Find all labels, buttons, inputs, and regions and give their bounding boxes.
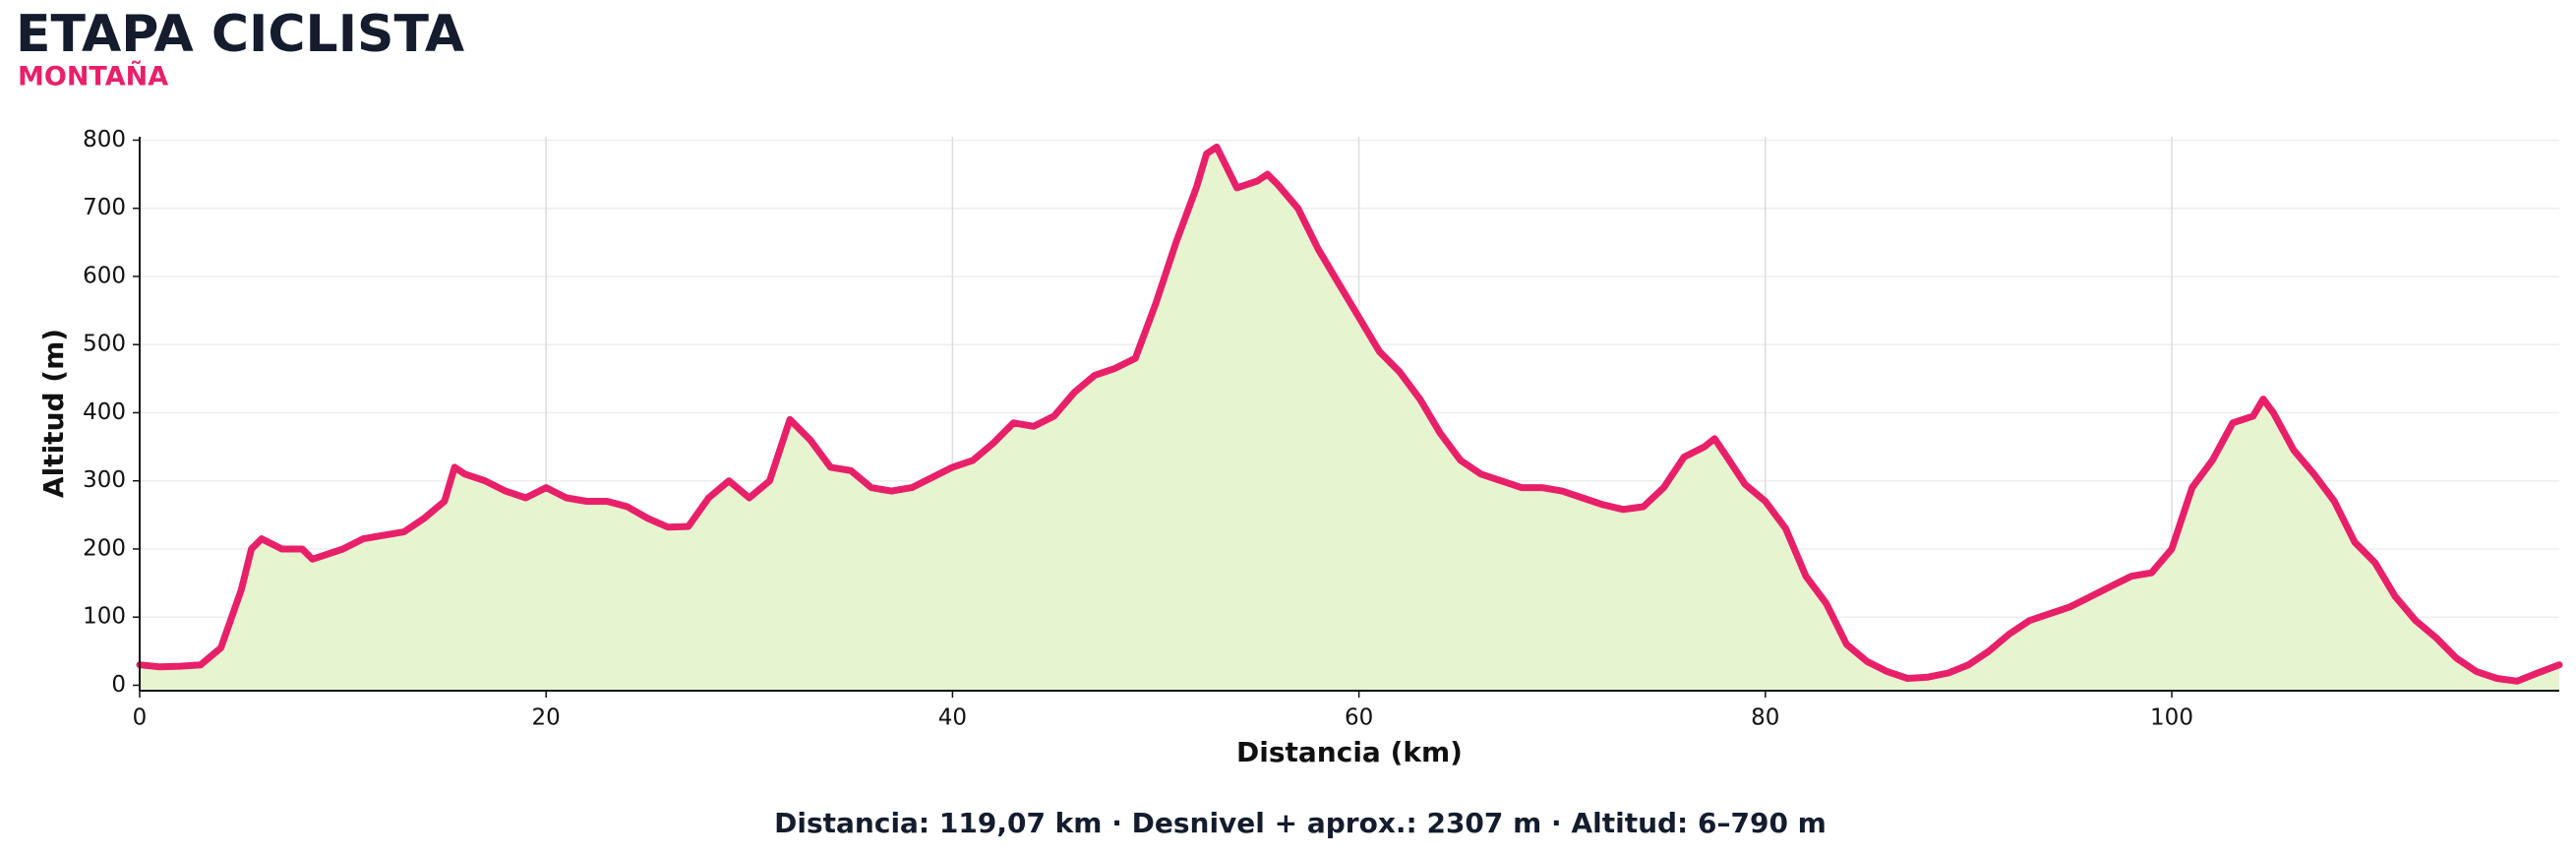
y-tick-label: 400 bbox=[83, 399, 126, 425]
y-tick-label: 500 bbox=[83, 332, 126, 357]
profile-line bbox=[136, 143, 2563, 685]
y-tick-label: 300 bbox=[83, 467, 126, 493]
x-tick-label: 20 bbox=[532, 705, 561, 731]
x-tick-label: 0 bbox=[133, 705, 148, 731]
y-tick-label: 0 bbox=[111, 672, 126, 698]
summary: Distancia: 119,07 km · Desnivel + aprox.… bbox=[774, 807, 1827, 839]
x-tick-label: 40 bbox=[938, 705, 967, 731]
y-tick-label: 200 bbox=[83, 535, 126, 561]
x-axis-label: Distancia (km) bbox=[1236, 736, 1463, 768]
chart-subtitle: MONTAÑA bbox=[18, 61, 168, 92]
y-axis-label: Altitud (m) bbox=[37, 329, 70, 498]
area-fill bbox=[140, 147, 2559, 691]
y-tick-label: 600 bbox=[83, 263, 126, 288]
x-tick-label: 100 bbox=[2150, 705, 2193, 731]
y-tick-label: 100 bbox=[83, 604, 126, 630]
x-tick-label: 60 bbox=[1345, 705, 1373, 731]
y-tick-label: 700 bbox=[83, 195, 126, 220]
y-tick-label: 800 bbox=[83, 127, 126, 153]
x-tick-label: 80 bbox=[1751, 705, 1779, 731]
chart-title: ETAPA CICLISTA bbox=[16, 5, 464, 64]
